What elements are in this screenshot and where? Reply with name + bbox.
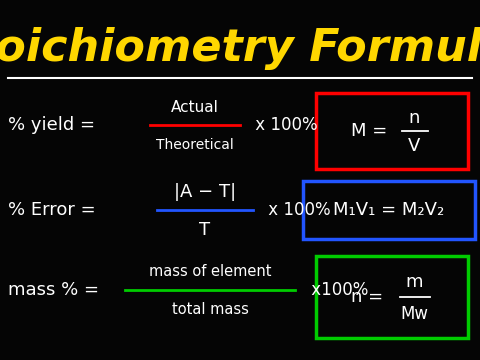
Text: V: V — [408, 137, 420, 155]
Text: n: n — [408, 109, 420, 127]
Text: Actual: Actual — [171, 99, 219, 114]
Text: x 100%: x 100% — [263, 201, 331, 219]
Text: mass % =: mass % = — [8, 281, 105, 299]
Text: T: T — [199, 221, 211, 239]
Text: x 100%: x 100% — [250, 116, 318, 134]
FancyBboxPatch shape — [316, 256, 468, 338]
Text: M =: M = — [351, 122, 393, 140]
Text: x100%: x100% — [306, 281, 368, 299]
Text: M₁V₁ = M₂V₂: M₁V₁ = M₂V₂ — [334, 201, 444, 219]
Text: Mw: Mw — [400, 305, 428, 323]
FancyBboxPatch shape — [303, 181, 475, 239]
Text: total mass: total mass — [171, 302, 249, 318]
Text: Stoichiometry Formulas: Stoichiometry Formulas — [0, 27, 480, 69]
Text: % yield =: % yield = — [8, 116, 101, 134]
Text: Theoretical: Theoretical — [156, 138, 234, 152]
Text: |A − T|: |A − T| — [174, 183, 236, 201]
Text: n =: n = — [351, 288, 389, 306]
Text: mass of element: mass of element — [149, 265, 271, 279]
FancyBboxPatch shape — [316, 93, 468, 169]
Text: % Error =: % Error = — [8, 201, 101, 219]
Text: m: m — [405, 273, 423, 291]
